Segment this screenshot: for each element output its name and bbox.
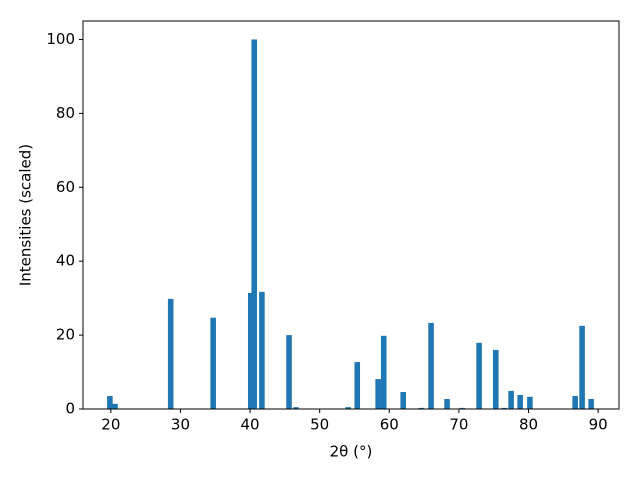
bar: [259, 291, 265, 409]
bar: [286, 335, 292, 409]
bar: [107, 396, 113, 409]
bar: [375, 379, 381, 409]
x-axis-label: 2θ (°): [330, 443, 373, 461]
x-tick-label: 70: [449, 416, 468, 434]
x-tick-label: 40: [241, 416, 260, 434]
y-axis-label: Intensities (scaled): [17, 144, 35, 286]
bar: [476, 342, 482, 409]
bar: [428, 322, 434, 409]
bar: [418, 407, 425, 409]
x-tick-label: 20: [101, 416, 120, 434]
bar: [251, 39, 258, 409]
bar: [167, 298, 174, 409]
bar: [493, 349, 499, 409]
y-tick-label: 80: [56, 104, 75, 122]
bar: [588, 399, 594, 409]
bar: [293, 407, 299, 409]
x-tick-label: 50: [310, 416, 329, 434]
y-tick-label: 100: [46, 30, 75, 48]
bar: [247, 292, 254, 409]
x-tick-label: 90: [589, 416, 608, 434]
bar: [345, 407, 351, 409]
bar: [112, 403, 118, 409]
bar: [444, 399, 450, 409]
x-tick-label: 30: [171, 416, 190, 434]
y-tick-label: 60: [56, 178, 75, 196]
plot-frame: [82, 20, 620, 410]
bar: [572, 396, 578, 409]
bar: [210, 317, 216, 409]
y-tick-label: 0: [65, 400, 75, 418]
y-tick-label: 20: [56, 326, 75, 344]
bar: [508, 390, 514, 409]
x-tick-label: 60: [380, 416, 399, 434]
bar: [400, 392, 406, 409]
bar: [527, 396, 533, 409]
bar: [459, 407, 466, 409]
bar: [354, 362, 361, 409]
x-tick-label: 80: [519, 416, 538, 434]
y-tick-label: 40: [56, 252, 75, 270]
bar: [579, 325, 585, 409]
bar: [517, 394, 523, 409]
bar: [501, 407, 507, 409]
bar: [380, 335, 387, 409]
